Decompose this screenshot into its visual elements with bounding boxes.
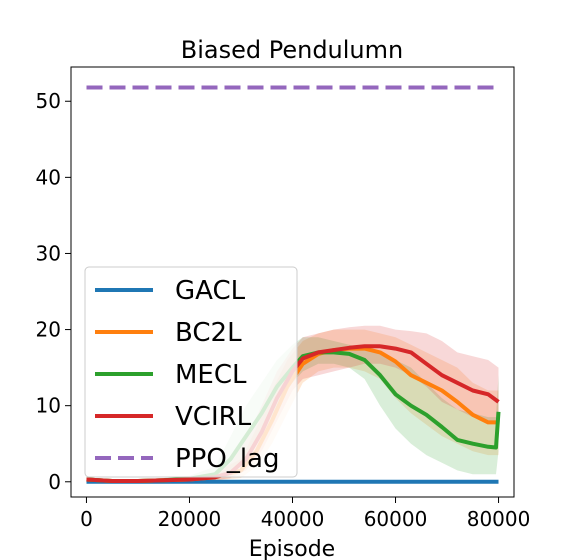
legend: GACL BC2L MECL VCIRL PPO_lag (84, 266, 298, 478)
legend-label-bc2l: BC2L (175, 318, 242, 348)
chart-title: Biased Pendulumn (181, 36, 403, 64)
y-tick-label: 10 (36, 394, 61, 418)
legend-label-ppo-lag: PPO_lag (175, 444, 279, 474)
y-tick-label: 30 (36, 241, 61, 265)
x-tick-label: 20000 (158, 507, 222, 531)
x-axis-label: Episode (249, 537, 335, 560)
x-axis: 0 20000 40000 60000 80000 (80, 497, 530, 531)
legend-label-gacl: GACL (175, 276, 246, 306)
y-tick-label: 40 (36, 165, 61, 189)
x-tick-label: 80000 (467, 507, 531, 531)
y-tick-label: 50 (36, 89, 61, 113)
line-vcirl (86, 344, 500, 483)
band-mecl (86, 337, 499, 482)
y-tick-label: 0 (48, 470, 61, 494)
x-tick-label: 60000 (364, 507, 428, 531)
x-tick-label: 0 (80, 507, 93, 531)
x-tick-label: 40000 (261, 507, 325, 531)
band-bc2l (86, 329, 499, 482)
legend-label-vcirl: VCIRL (175, 402, 252, 432)
confidence-bands (86, 325, 499, 482)
y-tick-label: 20 (36, 318, 61, 342)
series-lines (86, 85, 501, 484)
legend-label-mecl: MECL (175, 360, 247, 390)
y-axis: 0 10 20 30 40 50 (36, 89, 71, 494)
band-vcirl (86, 325, 499, 482)
legend-frame (84, 266, 298, 478)
